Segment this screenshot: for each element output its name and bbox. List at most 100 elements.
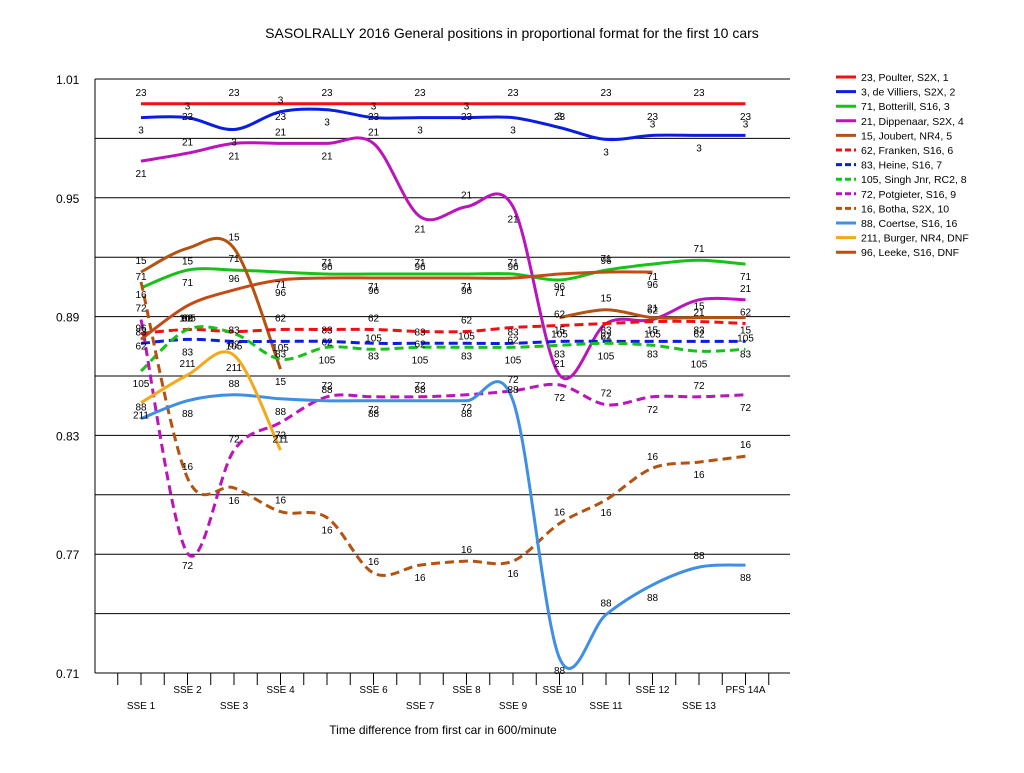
data-label: 88 bbox=[414, 385, 426, 396]
data-label: 3 bbox=[138, 126, 144, 137]
data-label: 96 bbox=[182, 314, 194, 325]
data-label: 15 bbox=[600, 294, 612, 305]
x-tick-label: SSE 8 bbox=[452, 685, 481, 696]
data-label: 83 bbox=[321, 325, 333, 336]
data-label: 71 bbox=[693, 244, 705, 255]
data-label: 72 bbox=[740, 403, 752, 414]
data-label: 96 bbox=[368, 286, 380, 297]
data-label: 3 bbox=[464, 102, 470, 113]
data-label: 15 bbox=[693, 302, 705, 313]
data-label: 72 bbox=[228, 434, 240, 445]
legend-entry: 211, Burger, NR4, DNF bbox=[861, 233, 969, 245]
data-label: 23 bbox=[693, 88, 705, 99]
data-label: 21 bbox=[414, 225, 426, 236]
y-tick-label: 0.71 bbox=[56, 667, 80, 681]
data-label: 23 bbox=[507, 88, 519, 99]
x-tick-label: SSE 11 bbox=[589, 701, 623, 712]
data-label: 88 bbox=[693, 551, 705, 562]
data-label: 23 bbox=[275, 112, 287, 123]
x-tick-label: PFS 14A bbox=[725, 685, 765, 696]
data-label: 3 bbox=[603, 147, 609, 158]
data-label: 3 bbox=[231, 137, 237, 148]
x-tick-label: SSE 1 bbox=[127, 701, 156, 712]
data-label: 83 bbox=[461, 351, 473, 362]
data-label: 16 bbox=[275, 496, 287, 507]
data-label: 96 bbox=[600, 256, 612, 267]
data-label: 71 bbox=[135, 272, 147, 283]
data-label: 23 bbox=[321, 88, 333, 99]
data-label: 21 bbox=[461, 191, 473, 202]
data-label: 23 bbox=[368, 112, 380, 123]
legend-entry: 71, Botterill, S16, 3 bbox=[861, 101, 950, 113]
data-label: 211 bbox=[180, 359, 196, 370]
data-label: 72 bbox=[693, 381, 705, 392]
data-label: 72 bbox=[135, 304, 147, 315]
data-label: 62 bbox=[275, 313, 287, 324]
data-label: 62 bbox=[461, 315, 473, 326]
data-label: 105 bbox=[505, 355, 522, 366]
data-label: 23 bbox=[414, 88, 426, 99]
data-label: 96 bbox=[507, 262, 519, 273]
data-label: 16 bbox=[182, 462, 194, 473]
legend-entry: 96, Leeke, S16, DNF bbox=[861, 247, 959, 259]
data-label: 16 bbox=[693, 470, 705, 481]
legend-entry: 15, Joubert, NR4, 5 bbox=[861, 130, 952, 142]
data-label: 88 bbox=[461, 409, 473, 420]
legend-entry: 16, Botha, S2X, 10 bbox=[861, 203, 949, 215]
data-label: 21 bbox=[740, 284, 752, 295]
x-tick-label: SSE 6 bbox=[359, 685, 388, 696]
data-label: 16 bbox=[368, 557, 380, 568]
data-label: 88 bbox=[647, 593, 659, 604]
data-label: 96 bbox=[647, 280, 659, 291]
series-line-88 bbox=[141, 382, 746, 669]
data-label: 21 bbox=[228, 151, 240, 162]
data-label: 72 bbox=[647, 405, 659, 416]
data-label: 62 bbox=[368, 313, 380, 324]
data-label: 21 bbox=[275, 127, 287, 138]
data-label: 62 bbox=[647, 306, 659, 317]
data-label: 62 bbox=[414, 339, 426, 350]
data-label: 96 bbox=[461, 286, 473, 297]
data-label: 71 bbox=[740, 272, 752, 283]
data-label: 16 bbox=[461, 545, 473, 556]
data-label: 72 bbox=[182, 561, 194, 572]
data-label: 211 bbox=[133, 411, 149, 422]
data-label: 3 bbox=[278, 96, 284, 107]
data-label: 83 bbox=[507, 327, 519, 338]
data-label: 96 bbox=[275, 288, 287, 299]
data-label: 3 bbox=[743, 119, 749, 130]
data-label: 88 bbox=[554, 666, 566, 677]
data-label: 16 bbox=[414, 573, 426, 584]
data-label: 21 bbox=[368, 127, 380, 138]
data-label: 96 bbox=[321, 262, 333, 273]
y-tick-label: 0.89 bbox=[56, 311, 80, 325]
data-label: 83 bbox=[554, 349, 566, 360]
data-label: 3 bbox=[324, 118, 330, 129]
data-label: 3 bbox=[417, 126, 423, 137]
y-tick-label: 0.95 bbox=[56, 192, 80, 206]
x-tick-label: SSE 12 bbox=[636, 685, 670, 696]
data-label: 105 bbox=[412, 355, 429, 366]
x-tick-label: SSE 13 bbox=[682, 701, 716, 712]
data-label: 16 bbox=[321, 526, 333, 537]
data-label: 21 bbox=[321, 151, 333, 162]
data-label: 105 bbox=[458, 331, 475, 342]
data-label: 16 bbox=[507, 569, 519, 580]
data-label: 105 bbox=[644, 329, 661, 340]
data-label: 105 bbox=[737, 333, 754, 344]
data-label: 71 bbox=[182, 278, 194, 289]
legend-entry: 88, Coertse, S16, 16 bbox=[861, 218, 957, 230]
data-label: 62 bbox=[740, 308, 752, 319]
data-label: 96 bbox=[135, 323, 147, 334]
x-tick-label: SSE 9 bbox=[499, 701, 528, 712]
data-label: 88 bbox=[275, 407, 287, 418]
y-tick-label: 1.01 bbox=[56, 73, 80, 87]
data-label: 88 bbox=[600, 599, 612, 610]
data-label: 62 bbox=[135, 341, 147, 352]
data-label: 3 bbox=[650, 119, 656, 130]
data-label: 16 bbox=[647, 452, 659, 463]
x-tick-label: SSE 10 bbox=[543, 685, 577, 696]
